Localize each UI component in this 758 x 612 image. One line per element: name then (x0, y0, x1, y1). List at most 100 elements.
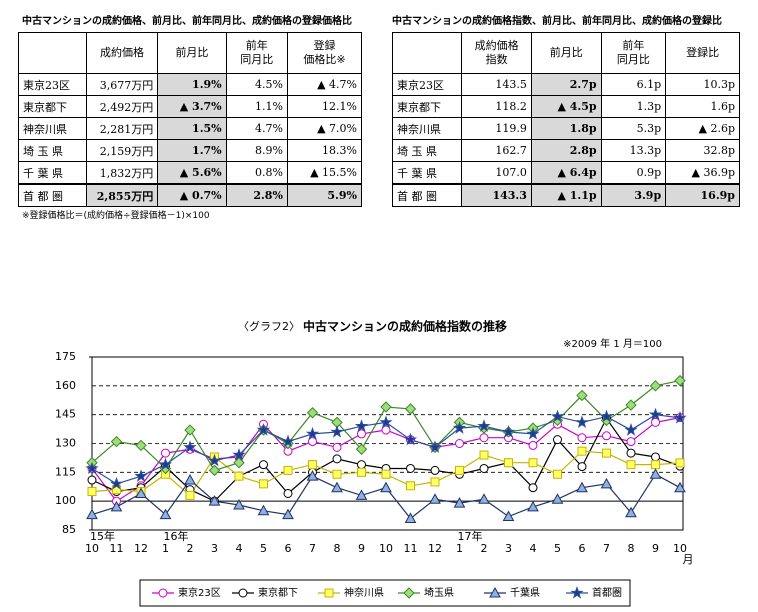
data-point (479, 450, 489, 460)
data-point (232, 447, 246, 461)
x-tick-label: 6 (579, 542, 586, 555)
x-tick-label: 12 (428, 542, 442, 555)
table-cell: 成約価格 指数 (461, 32, 532, 74)
table-cell: 前年 同月比 (225, 32, 288, 74)
x-tick-label: 10 (85, 542, 99, 555)
y-tick-label: 175 (55, 350, 76, 363)
table-title: 中古マンションの成約価格、前月比、前年同月比、成約価格の登録価格比 (22, 16, 352, 27)
data-point (626, 460, 636, 470)
table-cell: 1.7% (157, 139, 227, 162)
data-point (625, 399, 637, 411)
y-tick-label: 130 (55, 437, 76, 450)
data-point (478, 493, 490, 504)
legend-marker (324, 588, 334, 598)
table-cell: 143.3 (461, 183, 532, 207)
data-point (257, 504, 270, 516)
table-cell: 119.9 (461, 117, 532, 140)
table-cell: 登録 価格比※ (286, 32, 363, 74)
legend-label: 千葉県 (510, 586, 540, 599)
y-tick-label: 85 (62, 523, 76, 536)
series-line (91, 380, 681, 472)
x-tick-label: 11 (110, 542, 124, 555)
table-cell: ▲ 0.7% (157, 183, 227, 207)
data-point (183, 440, 197, 454)
data-point (404, 403, 417, 415)
data-point (550, 409, 565, 423)
data-point (602, 448, 611, 458)
table-cell: ▲ 3.7% (157, 95, 227, 118)
data-point (357, 429, 366, 439)
legend-marker (570, 585, 584, 599)
table-cell: 埼 玉 県 (391, 139, 463, 162)
table-cell: 18.3% (286, 139, 363, 162)
data-point (355, 489, 368, 500)
table-row: 埼 玉 県 2,159万円 1.7% 8.9% 18.3% (18, 139, 363, 162)
x-tick-label: 1 (456, 542, 463, 555)
x-tick-label: 3 (505, 542, 512, 555)
data-point (282, 508, 294, 520)
table-cell (391, 32, 463, 74)
legend-label: 東京23区 (178, 586, 221, 599)
data-point (430, 477, 440, 487)
table-cell: ▲ 15.5% (286, 161, 363, 185)
data-point (624, 422, 638, 436)
table-cell: 1.9% (157, 73, 227, 96)
data-point (306, 407, 319, 419)
data-point (626, 437, 636, 447)
x-tick-label: 1 (162, 542, 169, 555)
data-point (357, 460, 366, 470)
data-point (649, 380, 662, 392)
y-tick-label: 145 (55, 408, 76, 421)
data-point (504, 458, 513, 468)
data-point (576, 481, 588, 493)
data-point (527, 500, 539, 512)
data-point (501, 424, 516, 438)
x-tick-label: 10 (379, 542, 393, 555)
legend-marker (489, 586, 501, 598)
x-tick-label: 9 (358, 542, 365, 555)
data-point (158, 457, 173, 471)
data-point (110, 435, 123, 448)
legend-label: 東京都下 (258, 586, 298, 599)
table-row: 東京都下 118.2 ▲ 4.5p 1.3p 1.6p (391, 95, 740, 118)
data-point (185, 490, 195, 500)
data-point (184, 473, 196, 485)
x-tick-label: 8 (334, 542, 341, 555)
data-point (357, 467, 366, 477)
table-row: 首 都 圏 2,855万円 ▲ 0.7% 2.8% 5.9% (18, 183, 363, 207)
legend (139, 579, 631, 607)
x-tick-label: 2 (187, 542, 194, 555)
data-point (380, 401, 392, 413)
table-cell: 13.3p (600, 139, 667, 162)
data-point (528, 483, 538, 493)
data-point (599, 409, 614, 423)
header-row: 成約価格 指数 前月比 前年 同月比 登録比 (391, 32, 740, 74)
x-tick-label: 9 (652, 542, 659, 555)
x-tick-label: 5 (260, 542, 267, 555)
data-point (233, 498, 245, 510)
table-cell: 5.9% (286, 183, 363, 207)
data-point (577, 433, 587, 443)
data-point (281, 434, 295, 448)
data-point (234, 471, 244, 481)
data-point (651, 460, 660, 470)
data-point (502, 510, 515, 522)
table-cell: 5.3p (600, 117, 667, 140)
table-row: 東京都下 2,492万円 ▲ 3.7% 1.1% 12.1% (18, 95, 363, 118)
table-cell: 2,159万円 (85, 139, 159, 162)
data-point (600, 477, 613, 489)
data-point (283, 465, 293, 475)
data-point (551, 493, 564, 504)
x-tick-label: 4 (530, 542, 537, 555)
data-point (404, 512, 417, 523)
table-cell: 1.5% (157, 117, 227, 140)
table-cell: 4.5% (225, 73, 288, 96)
data-point (134, 469, 148, 482)
x-tick-label: 5 (554, 542, 561, 555)
table-cell: 千 葉 県 (391, 161, 463, 185)
table-cell: 前年 同月比 (600, 32, 667, 74)
data-point (332, 469, 342, 479)
table-cell: 首 都 圏 (18, 183, 87, 207)
data-point (305, 426, 320, 440)
